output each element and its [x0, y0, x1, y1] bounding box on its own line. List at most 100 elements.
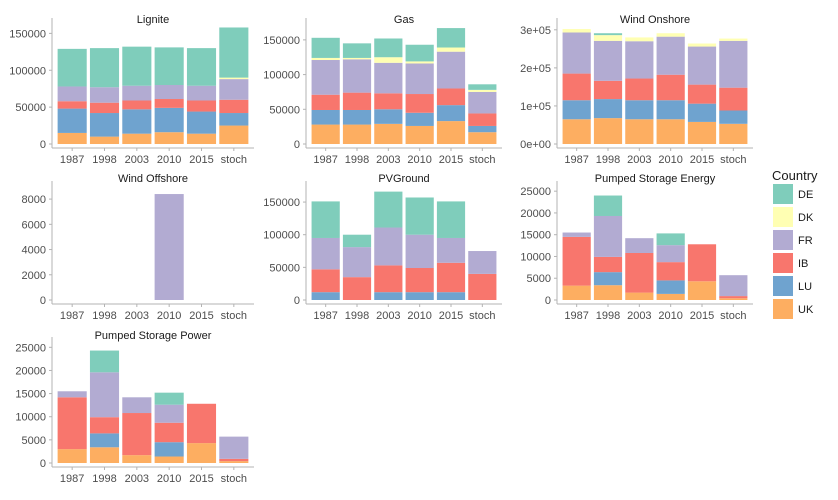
bar-segment-pvground-1998-IB	[342, 277, 372, 300]
bar-segment-pumped-storage-energy-1998-FR	[593, 215, 623, 257]
legend-label-uk: UK	[798, 304, 814, 316]
bar-segment-gas-2010-DE	[405, 44, 434, 62]
legend-key-uk	[773, 299, 793, 319]
bar-segment-pvground-2003-FR	[374, 227, 403, 266]
y-tick-label-wind-onshore: 2e+05	[520, 63, 551, 75]
bar-segment-lignite-2015-LU	[186, 111, 217, 134]
x-tick-label-wind-offshore-1998: 1998	[92, 310, 116, 322]
bar-segment-wind-onshore-2003-UK	[625, 119, 654, 144]
x-tick-label-pumped-storage-power-2010: 2010	[157, 473, 181, 485]
x-tick-label-pumped-storage-power-1998: 1998	[92, 473, 116, 485]
bar-segment-pvground-2015-IB	[436, 262, 466, 293]
x-tick-label-wind-onshore-1987: 1987	[564, 154, 588, 166]
y-tick-label-pumped-storage-power: 25000	[15, 342, 46, 354]
panel-pumped-storage-energy: Pumped Storage Energy 0 5000 10000 15000 2000…	[520, 173, 753, 322]
bar-segment-pvground-1998-DE	[342, 234, 372, 248]
bar-segment-gas-2003-DE	[374, 38, 403, 58]
bar-segment-lignite-2010-IB	[154, 99, 184, 108]
bar-segment-gas-2015-UK	[436, 121, 466, 144]
bar-segment-wind-onshore-2010-IB	[656, 74, 685, 101]
bar-segment-gas-stoch-LU	[468, 125, 497, 133]
panel-gas: Gas 0 50000 100000 150000 1987 1998 2003 2010 201…	[263, 14, 502, 166]
y-tick-label-wind-offshore: 6000	[22, 219, 46, 231]
bar-segment-wind-onshore-stoch-FR	[719, 40, 748, 88]
legend-key-dk	[773, 207, 793, 227]
bar-segment-gas-2015-DK	[436, 47, 466, 52]
x-tick-label-lignite-2010: 2010	[157, 154, 181, 166]
x-tick-label-pumped-storage-power-2015: 2015	[189, 473, 213, 485]
y-tick-label-pvground: 50000	[269, 262, 300, 274]
panel-title-wind-onshore: Wind Onshore	[620, 14, 690, 26]
bar-segment-lignite-1987-FR	[57, 86, 87, 102]
bar-segment-gas-2015-FR	[436, 51, 466, 89]
x-tick-label-lignite-2003: 2003	[125, 154, 149, 166]
bar-segment-wind-onshore-2015-UK	[687, 121, 717, 144]
bar-segment-gas-1987-LU	[311, 109, 340, 125]
x-tick-label-wind-onshore-1998: 1998	[596, 154, 620, 166]
bar-segment-pumped-storage-power-1998-LU	[89, 433, 120, 448]
bar-segment-lignite-2003-DE	[122, 46, 152, 86]
x-tick-label-gas-stoch: stoch	[469, 154, 495, 166]
bar-segment-gas-stoch-IB	[468, 113, 497, 126]
bar-segment-lignite-2015-UK	[186, 133, 217, 144]
bar-segment-lignite-2010-UK	[154, 132, 184, 144]
legend-label-dk: DK	[798, 212, 814, 224]
bar-segment-pumped-storage-energy-2003-FR	[625, 238, 654, 253]
x-tick-label-pumped-storage-energy-2015: 2015	[690, 310, 714, 322]
bar-segment-pvground-2010-IB	[405, 268, 434, 293]
x-tick-label-pumped-storage-power-stoch: stoch	[221, 473, 247, 485]
bar-segment-lignite-1987-UK	[57, 132, 87, 144]
bar-segment-pvground-stoch-IB	[468, 273, 497, 300]
bar-segment-pumped-storage-power-2003-UK	[122, 455, 152, 463]
panel-wind-offshore: Wind Offshore 0 2000 4000 6000 8000 1987 1998 20…	[22, 173, 254, 322]
legend-key-lu	[773, 276, 793, 296]
y-tick-label-pumped-storage-energy: 0	[545, 295, 551, 307]
panel-title-pvground: PVGround	[378, 173, 429, 185]
bar-segment-lignite-1998-DE	[89, 48, 120, 88]
bar-segment-lignite-stoch-IB	[219, 99, 249, 114]
y-tick-label-pumped-storage-power: 15000	[15, 389, 46, 401]
bar-segment-gas-2010-DK	[405, 61, 434, 64]
bar-segment-pumped-storage-energy-2015-UK	[687, 281, 717, 300]
y-tick-label-pumped-storage-energy: 5000	[527, 273, 551, 285]
x-tick-label-gas-1998: 1998	[345, 154, 369, 166]
bar-segment-gas-1998-DE	[342, 43, 372, 58]
bar-segment-pumped-storage-power-2010-IB	[154, 422, 184, 443]
bar-segment-wind-offshore-2010-FR	[154, 194, 184, 300]
bar-segment-lignite-1998-IB	[89, 102, 120, 114]
panel-title-gas: Gas	[394, 14, 415, 26]
legend-label-de: DE	[798, 189, 813, 201]
bar-segment-pumped-storage-power-stoch-UK	[219, 461, 249, 463]
bar-segment-gas-2010-FR	[405, 63, 434, 95]
bar-segment-pumped-storage-power-2003-FR	[122, 397, 152, 414]
bar-segment-pumped-storage-energy-2010-IB	[656, 262, 685, 281]
bars-wind-offshore	[154, 194, 184, 300]
bar-segment-pumped-storage-power-2015-UK	[186, 443, 217, 463]
x-tick-label-wind-offshore-1987: 1987	[60, 310, 84, 322]
bar-segment-pumped-storage-power-2015-IB	[186, 403, 217, 444]
bar-segment-pumped-storage-energy-stoch-IB	[719, 296, 748, 299]
x-tick-label-wind-onshore-2010: 2010	[658, 154, 682, 166]
bar-segment-pumped-storage-energy-1987-IB	[562, 236, 591, 286]
y-tick-label-lignite: 150000	[9, 28, 46, 40]
bar-segment-wind-onshore-stoch-UK	[719, 123, 748, 144]
bar-segment-pvground-2010-DE	[405, 197, 434, 235]
y-tick-label-wind-offshore: 8000	[22, 194, 46, 206]
bar-segment-pumped-storage-power-stoch-FR	[219, 436, 249, 459]
bar-segment-pvground-1987-LU	[311, 292, 340, 300]
y-tick-label-pumped-storage-energy: 20000	[520, 208, 551, 220]
bar-segment-gas-1998-LU	[342, 109, 372, 125]
bar-segment-pumped-storage-power-stoch-IB	[219, 458, 249, 462]
chart-legend: Country DE DK FR IB LU UK	[772, 168, 818, 319]
y-tick-label-pvground: 0	[294, 295, 300, 307]
bar-segment-pvground-2003-LU	[374, 292, 403, 300]
bar-segment-lignite-1998-LU	[89, 113, 120, 137]
x-tick-label-gas-2015: 2015	[439, 154, 463, 166]
x-tick-label-pvground-2010: 2010	[407, 310, 431, 322]
bar-segment-wind-onshore-stoch-IB	[719, 87, 748, 111]
bar-segment-wind-onshore-1987-LU	[562, 100, 591, 120]
bars-pumped-storage-power	[57, 350, 249, 463]
x-tick-label-pumped-storage-energy-1998: 1998	[596, 310, 620, 322]
x-tick-label-pumped-storage-power-1987: 1987	[60, 473, 84, 485]
